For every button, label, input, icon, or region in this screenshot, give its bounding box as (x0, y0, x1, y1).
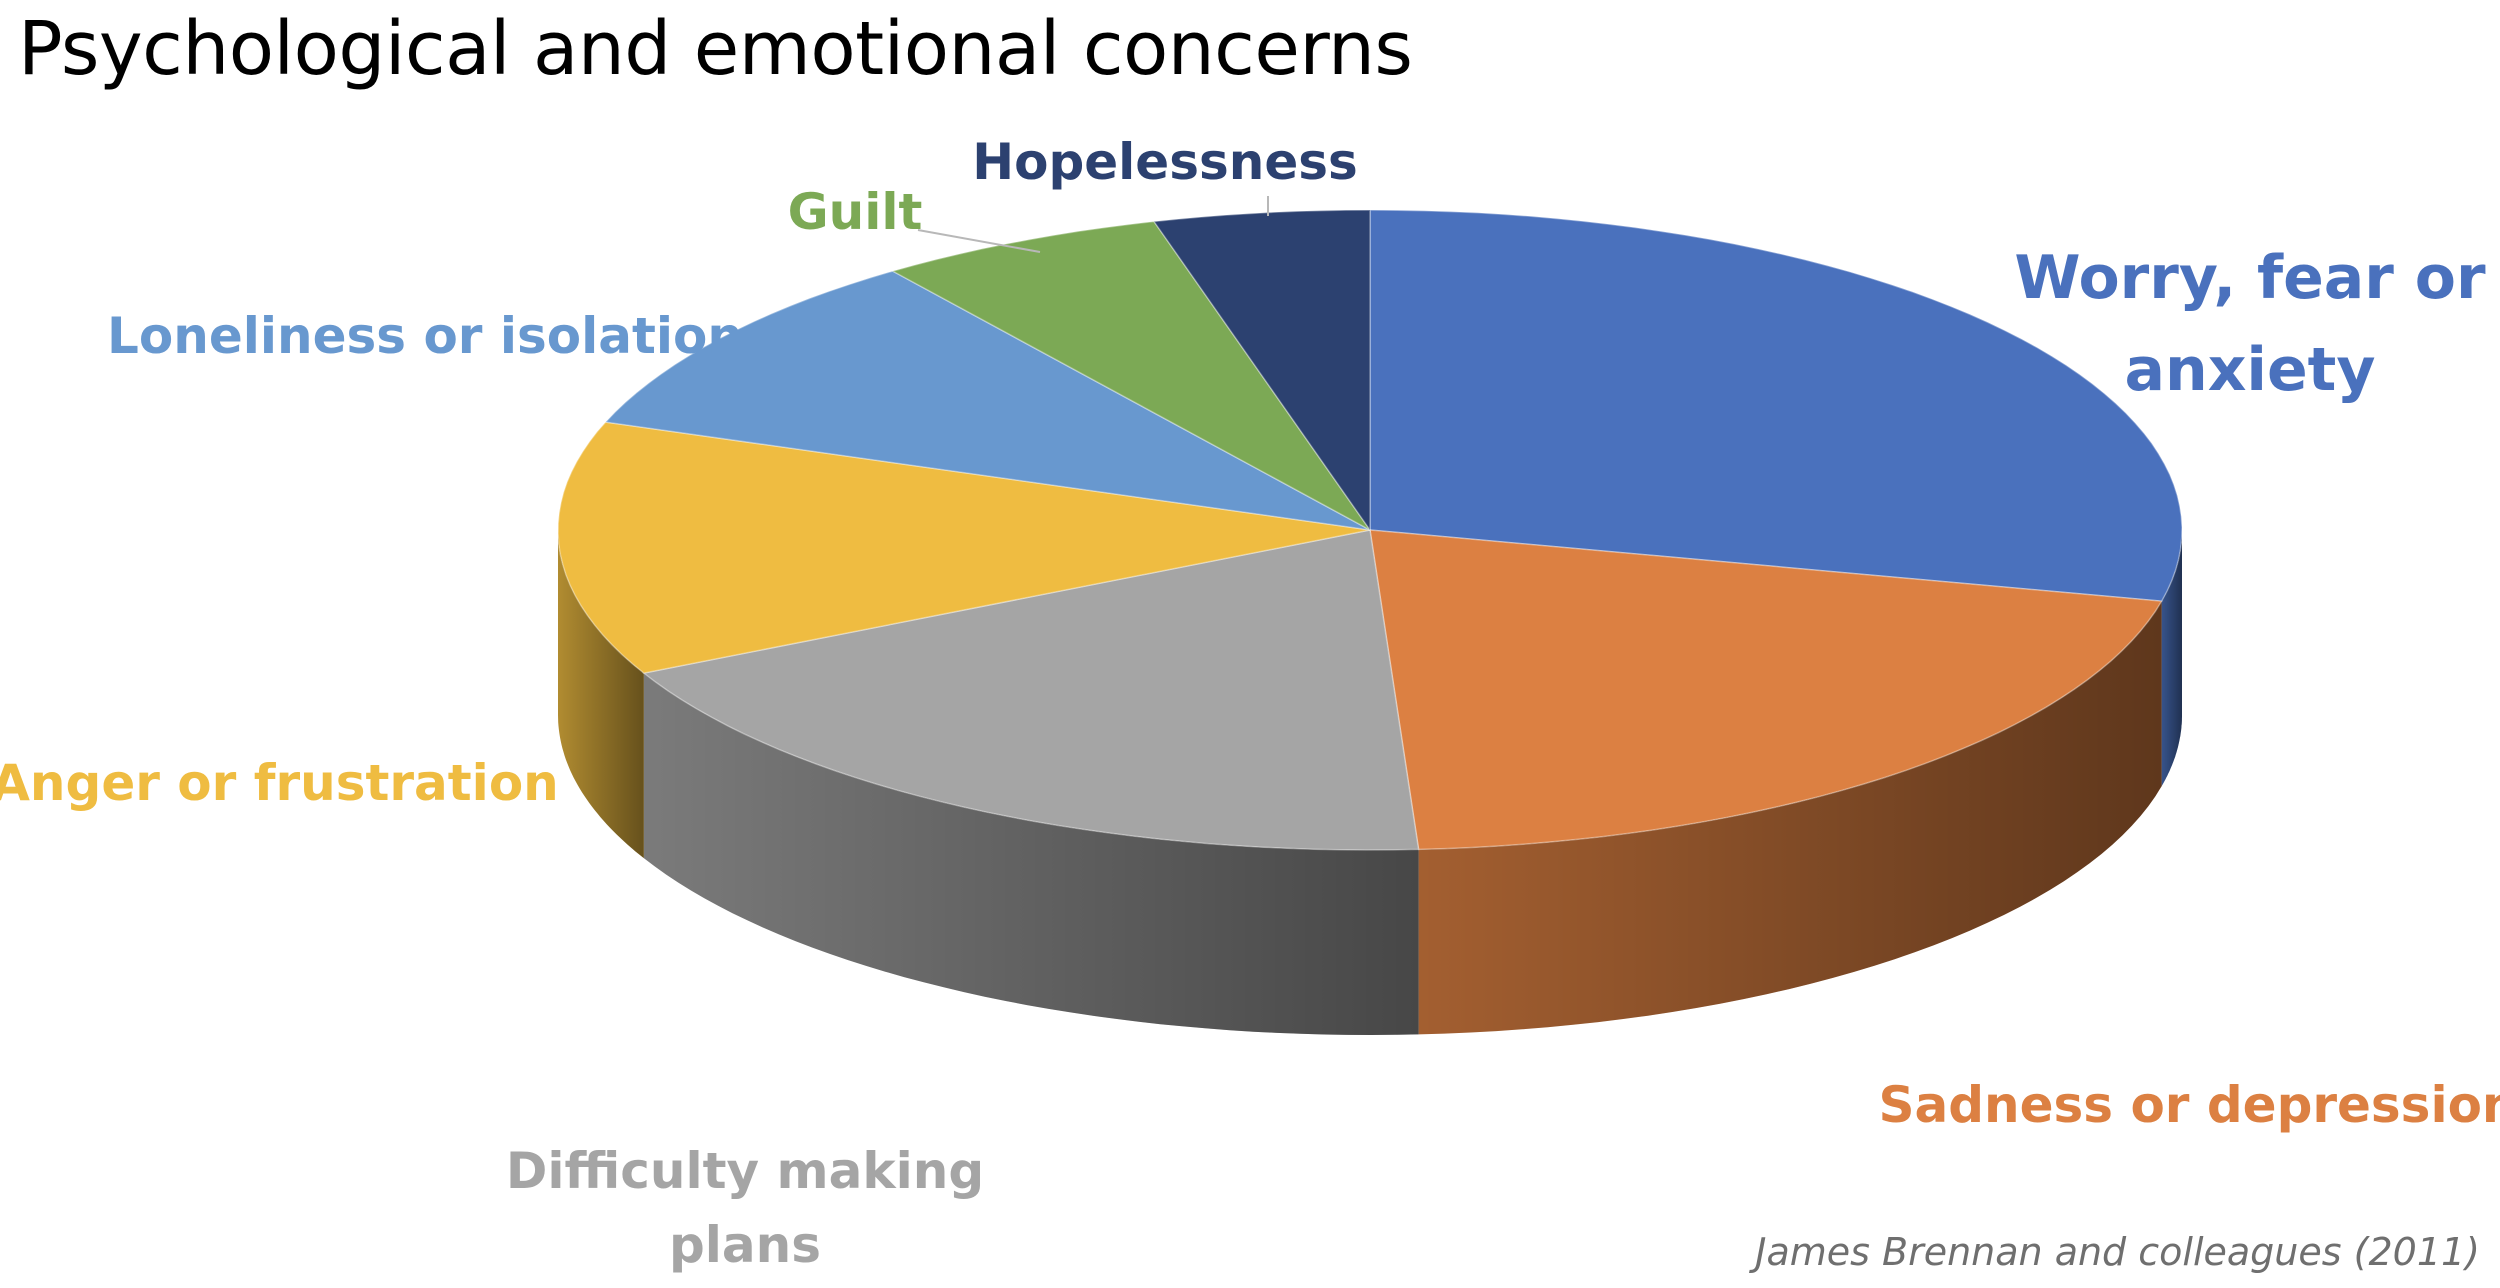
pie-slice-5 (890, 220, 1371, 531)
source-credit: James Brennan and colleagues (2011) (1755, 1230, 2480, 1274)
pie-slice-1 (1369, 529, 2163, 851)
pie-slice-4 (604, 270, 1371, 531)
leader-line-guilt (917, 229, 1041, 253)
pie-side-shade-3 (558, 530, 644, 859)
pie-side-shade-1 (1418, 601, 2162, 1035)
slice-label-3: Anger or frustration (0, 754, 559, 812)
slice-label-0-line-1: anxiety (2125, 335, 2376, 405)
slice-label-4: Loneliness or isolation (107, 307, 743, 365)
pie-side-shade-0 (2161, 530, 2182, 787)
slice-label-2-line-1: plans (669, 1216, 821, 1274)
slice-label-2-line-0: Difficulty making (506, 1142, 984, 1200)
slice-label-0-line-0: Worry, fear or (2014, 243, 2486, 313)
slice-label-6: Hopelessness (972, 133, 1358, 191)
pie-slice-0 (1369, 209, 2183, 602)
pie-slice-2 (642, 529, 1420, 851)
pie-slice-3 (557, 421, 1371, 674)
pie-slice-6 (1152, 209, 1371, 533)
chart-title: Psychological and emotional concerns (18, 6, 1413, 92)
slice-label-5: Guilt (788, 183, 923, 241)
pie-side-shade-2 (643, 673, 1419, 1035)
slice-label-1: Sadness or depression (1878, 1076, 2500, 1134)
